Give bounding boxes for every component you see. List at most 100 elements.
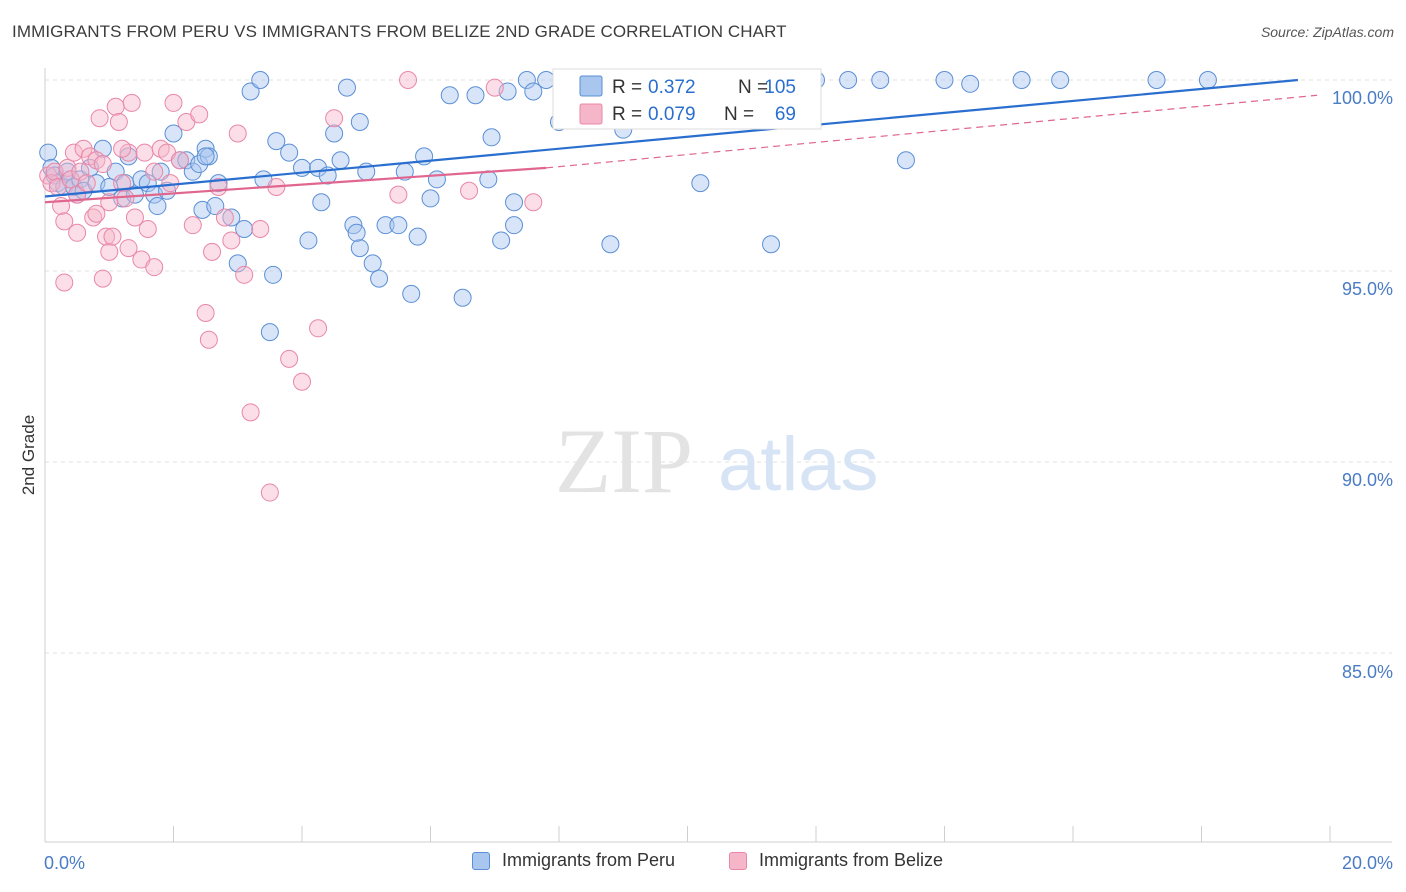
belize-point — [389, 185, 408, 204]
belize-point — [161, 174, 180, 193]
source-label: Source: ZipAtlas.com — [1260, 24, 1394, 40]
belize-point — [116, 189, 135, 208]
peru-point — [190, 155, 209, 174]
peru-point — [148, 197, 167, 216]
belize-point — [235, 265, 254, 284]
belize-point — [241, 403, 260, 422]
x-axis-ticks — [44, 826, 1331, 842]
x-tick-label-min: 0.0% — [44, 853, 85, 873]
belize-point — [260, 483, 279, 502]
legend-r-label-peru: R = — [612, 77, 642, 98]
peru-point — [505, 193, 524, 212]
belize-point — [71, 162, 90, 181]
watermark-atlas: atlas — [718, 422, 879, 507]
peru-point — [871, 71, 890, 89]
belize-point — [145, 258, 164, 277]
legend-n-label-belize: N = — [724, 104, 754, 125]
chart-title: IMMIGRANTS FROM PERU VS IMMIGRANTS FROM … — [12, 22, 787, 41]
peru-point — [151, 162, 170, 181]
belize-point — [138, 219, 157, 238]
peru-point — [325, 124, 344, 143]
peru-point — [517, 71, 536, 89]
peru-point — [762, 235, 781, 254]
belize-point — [309, 319, 328, 338]
legend-n-value-belize: 69 — [775, 104, 796, 125]
peru-point — [537, 71, 556, 89]
peru-point — [235, 219, 254, 238]
peru-point — [408, 227, 427, 246]
peru-point — [1198, 71, 1217, 89]
belize-point — [460, 181, 479, 200]
peru-point — [350, 113, 369, 132]
y-tick-label-95: 95.0% — [1342, 279, 1393, 299]
peru-point — [370, 269, 389, 288]
belize-point — [183, 216, 202, 235]
peru-point — [453, 288, 472, 307]
belize-point — [90, 109, 109, 128]
peru-point — [376, 216, 395, 235]
peru-point — [264, 265, 283, 284]
peru-point — [482, 128, 501, 147]
belize-point — [203, 242, 222, 261]
belize-point — [125, 208, 144, 227]
peru-points — [39, 71, 1217, 342]
peru-point — [347, 223, 366, 242]
peru-point — [206, 197, 225, 216]
peru-point — [961, 74, 980, 93]
belize-point — [113, 174, 132, 193]
peru-point — [39, 143, 58, 162]
belize-point — [122, 93, 141, 112]
belize-point — [55, 212, 74, 231]
legend-swatch-belize — [579, 103, 603, 125]
y-tick-label-90: 90.0% — [1342, 470, 1393, 490]
peru-point — [350, 239, 369, 258]
belize-point — [196, 304, 215, 323]
peru-point — [280, 143, 299, 162]
x-tick-label-max: 20.0% — [1342, 853, 1393, 873]
belize-trend-extension — [546, 94, 1318, 169]
peru-point — [267, 132, 286, 151]
peru-point — [466, 86, 485, 105]
peru-point — [363, 254, 382, 273]
y-tick-label-85: 85.0% — [1342, 662, 1393, 682]
belize-points — [39, 71, 543, 502]
belize-point — [55, 273, 74, 292]
belize-point — [119, 239, 138, 258]
legend-swatch-peru-bottom — [472, 851, 490, 870]
belize-point — [97, 227, 116, 246]
belize-point — [199, 330, 218, 349]
peru-point — [839, 71, 858, 89]
peru-point — [331, 151, 350, 170]
peru-point — [524, 82, 543, 101]
peru-point — [1012, 71, 1031, 89]
legend-n-label-peru: N = — [738, 77, 768, 98]
peru-point — [389, 216, 408, 235]
legend-r-label-belize: R = — [612, 104, 642, 125]
belize-point — [68, 223, 87, 242]
legend-swatch-belize-bottom — [729, 851, 747, 870]
peru-point — [440, 86, 459, 105]
peru-point — [164, 124, 183, 143]
peru-trend-line — [44, 78, 1298, 198]
y-tick-label-100: 100.0% — [1332, 88, 1393, 108]
watermark-zip: ZIP — [555, 410, 693, 512]
legend-item-peru[interactable]: Immigrants from Peru — [472, 850, 675, 871]
belize-point — [100, 242, 119, 261]
belize-point — [113, 139, 132, 158]
peru-point — [492, 231, 511, 250]
peru-point — [935, 71, 954, 89]
series-legend: Immigrants from Peru Immigrants from Bel… — [0, 850, 1406, 880]
legend-label-peru: Immigrants from Peru — [502, 850, 676, 870]
peru-point — [196, 147, 215, 166]
peru-point — [505, 216, 524, 235]
peru-point — [1147, 71, 1166, 89]
belize-point — [135, 143, 154, 162]
belize-point — [164, 93, 183, 112]
belize-point — [170, 151, 189, 170]
peru-point — [299, 231, 318, 250]
legend-n-value-peru: 105 — [764, 77, 796, 98]
belize-point — [228, 124, 247, 143]
belize-point — [103, 227, 122, 246]
peru-point — [222, 208, 241, 227]
legend-item-belize[interactable]: Immigrants from Belize — [729, 850, 943, 871]
